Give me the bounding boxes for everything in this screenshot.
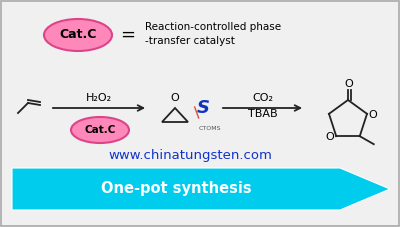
Ellipse shape [44,19,112,51]
Text: H₂O₂: H₂O₂ [86,93,112,103]
Text: www.chinatungsten.com: www.chinatungsten.com [108,150,272,163]
Text: O: O [171,93,179,103]
Text: CTOMS: CTOMS [199,126,221,131]
Text: One-pot synthesis: One-pot synthesis [101,182,251,197]
Text: O: O [369,110,377,120]
Text: O: O [326,132,335,142]
Ellipse shape [71,117,129,143]
Text: S: S [196,99,210,117]
Text: Cat.C: Cat.C [59,29,97,42]
Text: O: O [345,79,353,89]
Polygon shape [12,168,390,210]
Text: =: = [120,26,136,44]
Text: ❘: ❘ [189,103,203,119]
Text: CO₂: CO₂ [252,93,273,103]
Text: Reaction-controlled phase: Reaction-controlled phase [145,22,281,32]
Text: Cat.C: Cat.C [84,125,116,135]
Text: -transfer catalyst: -transfer catalyst [145,36,235,46]
Text: TBAB: TBAB [248,109,277,119]
